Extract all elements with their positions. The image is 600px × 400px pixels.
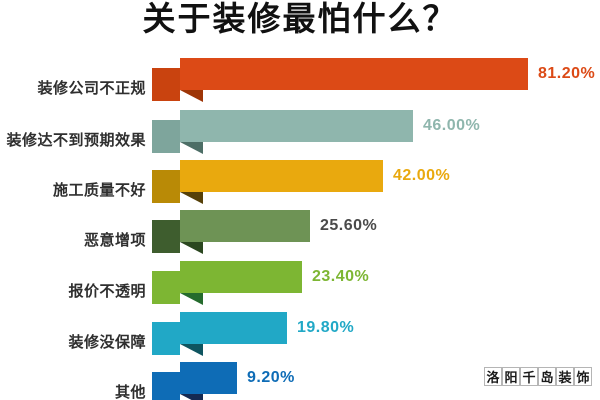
bar-row: 装修没保障 19.80% [0, 312, 600, 358]
watermark-char: 阳 [502, 367, 520, 386]
ribbon-tail [152, 220, 180, 253]
bar-segment [180, 58, 528, 90]
ribbon-tail [152, 271, 180, 304]
bar-segment [180, 110, 413, 142]
category-label: 装修没保障 [68, 334, 146, 351]
ribbon-tail [152, 322, 180, 355]
ribbon-tail [152, 170, 180, 203]
watermark-char: 岛 [538, 367, 556, 386]
watermark-char: 千 [520, 367, 538, 386]
ribbon-tail [152, 120, 180, 153]
value-label: 19.80% [297, 319, 355, 336]
watermark-char: 洛 [484, 367, 502, 386]
category-label: 施工质量不好 [52, 182, 146, 199]
ribbon-fold-icon [180, 90, 203, 102]
value-label: 23.40% [312, 268, 370, 285]
ribbon-fold-icon [180, 242, 203, 254]
bar-segment [180, 210, 310, 242]
value-label: 25.60% [320, 217, 378, 234]
watermark-char: 装 [556, 367, 574, 386]
ribbon-fold-icon [180, 344, 203, 356]
chart-title: 关于装修最怕什么？ [142, 0, 458, 37]
bar-segment [180, 312, 287, 344]
ribbon-tail [152, 68, 180, 101]
ribbon-tail [152, 372, 180, 400]
value-label: 9.20% [247, 369, 295, 386]
value-label: 42.00% [393, 167, 451, 184]
bar-row: 恶意增项 25.60% [0, 210, 600, 256]
bar-row: 报价不透明 23.40% [0, 261, 600, 307]
value-label: 81.20% [538, 65, 596, 82]
bar-row: 装修达不到预期效果 46.00% [0, 110, 600, 156]
category-label: 报价不透明 [68, 283, 146, 300]
ribbon-fold-icon [180, 293, 203, 305]
bar-row: 施工质量不好 42.00% [0, 160, 600, 206]
bar-row: 其他 9.20% [0, 362, 600, 400]
watermark-char: 饰 [574, 367, 592, 386]
ribbon-fold-icon [180, 192, 203, 204]
ribbon-fold-icon [180, 394, 203, 400]
category-label: 恶意增项 [83, 232, 146, 249]
category-label: 其他 [114, 384, 146, 400]
bar-row: 装修公司不正规 81.20% [0, 58, 600, 104]
category-label: 装修公司不正规 [37, 80, 146, 97]
category-label: 装修达不到预期效果 [6, 132, 146, 149]
watermark: 洛阳千岛装饰 [484, 367, 592, 386]
bar-segment [180, 261, 302, 293]
value-label: 46.00% [423, 117, 481, 134]
bar-segment [180, 362, 237, 394]
bar-segment [180, 160, 383, 192]
ribbon-fold-icon [180, 142, 203, 154]
